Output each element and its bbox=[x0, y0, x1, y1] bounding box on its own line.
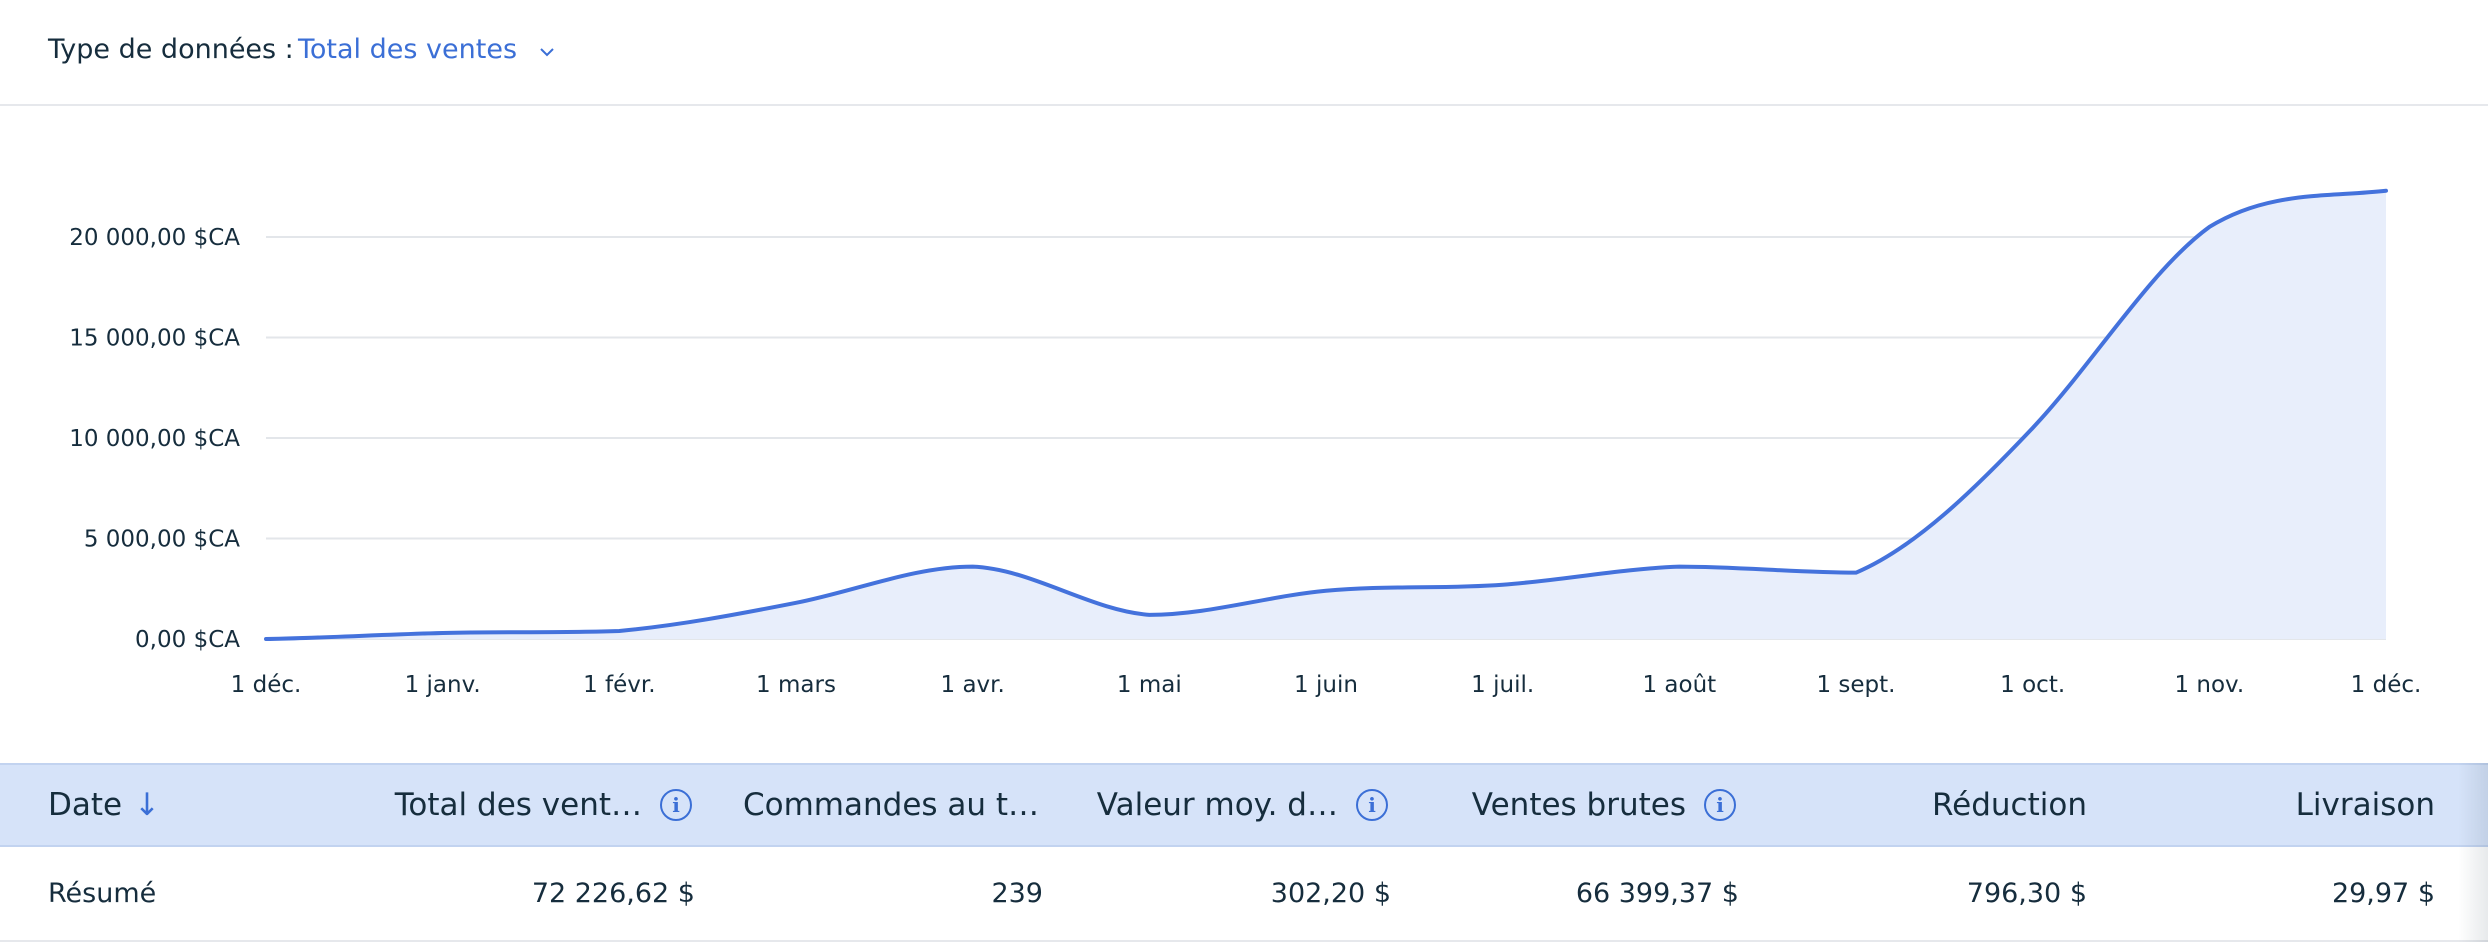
column-label: Total des vent… bbox=[394, 787, 642, 823]
y-tick-label: 15 000,00 $CA bbox=[69, 326, 240, 352]
x-tick-label: 1 juin bbox=[1294, 672, 1358, 698]
table-cell-average-value: 302,20 $ bbox=[1270, 877, 1391, 909]
column-label: Réduction bbox=[1932, 787, 2087, 823]
column-label: Ventes brutes bbox=[1471, 787, 1686, 823]
column-label: Valeur moy. d… bbox=[1096, 787, 1338, 823]
x-tick-label: 1 juil. bbox=[1471, 672, 1534, 698]
table-row-summary: Résumé 72 226,62 $ 239 302,20 $ 66 399,3… bbox=[0, 847, 2488, 942]
scroll-shadow bbox=[2458, 763, 2488, 942]
x-tick-label: 1 nov. bbox=[2174, 672, 2244, 698]
x-tick-label: 1 août bbox=[1642, 672, 1716, 698]
column-header-average-value[interactable]: Valeur moy. d… i bbox=[1060, 765, 1388, 845]
x-tick-label: 1 janv. bbox=[405, 672, 481, 698]
series-area bbox=[266, 190, 2386, 639]
y-tick-label: 0,00 $CA bbox=[135, 627, 240, 653]
x-tick-label: 1 févr. bbox=[583, 672, 655, 698]
chevron-down-icon bbox=[540, 47, 554, 56]
x-tick-label: 1 oct. bbox=[2000, 672, 2065, 698]
x-tick-label: 1 avr. bbox=[941, 672, 1005, 698]
table-cell-gross-sales: 66 399,37 $ bbox=[1575, 877, 1739, 909]
data-type-value: Total des ventes bbox=[298, 34, 518, 65]
table-cell-total-sales: 72 226,62 $ bbox=[531, 877, 695, 909]
table-cell-orders: 239 bbox=[991, 877, 1043, 909]
sales-chart: 0,00 $CA 5 000,00 $CA 10 000,00 $CA 15 000,… bbox=[69, 188, 2422, 698]
y-tick-label: 5 000,00 $CA bbox=[84, 527, 240, 553]
table-cell-date: Résumé bbox=[48, 877, 157, 909]
column-label: Commandes au t… bbox=[743, 787, 1040, 823]
info-icon[interactable]: i bbox=[1356, 789, 1388, 821]
column-label: Livraison bbox=[2295, 787, 2435, 823]
data-type-label: Type de données : bbox=[48, 34, 294, 65]
data-type-dropdown[interactable]: Total des ventes bbox=[298, 34, 555, 65]
data-type-bar: Type de données : Total des ventes bbox=[0, 0, 2488, 106]
column-label: Date bbox=[48, 787, 123, 823]
x-tick-label: 1 déc. bbox=[2351, 672, 2422, 698]
column-header-gross-sales[interactable]: Ventes brutes i bbox=[1420, 765, 1736, 845]
column-header-orders[interactable]: Commandes au t… bbox=[743, 765, 1039, 845]
column-header-date[interactable]: Date ↓ bbox=[48, 765, 160, 845]
info-icon[interactable]: i bbox=[1704, 789, 1736, 821]
x-tick-label: 1 sept. bbox=[1816, 672, 1895, 698]
column-header-shipping[interactable]: Livraison bbox=[2150, 765, 2435, 845]
table-cell-discount: 796,30 $ bbox=[1966, 877, 2087, 909]
x-tick-label: 1 mars bbox=[756, 672, 836, 698]
x-tick-label: 1 mai bbox=[1117, 672, 1182, 698]
column-header-total-sales[interactable]: Total des vent… i bbox=[380, 765, 692, 845]
y-tick-label: 20 000,00 $CA bbox=[69, 225, 240, 251]
column-header-discount[interactable]: Réduction bbox=[1800, 765, 2087, 845]
series-line bbox=[264, 188, 2388, 641]
y-tick-label: 10 000,00 $CA bbox=[69, 426, 240, 452]
arrow-down-icon[interactable]: ↓ bbox=[134, 787, 161, 823]
table-header: Date ↓ Total des vent… i Commandes au t…… bbox=[0, 763, 2488, 847]
table-cell-shipping: 29,97 $ bbox=[2331, 877, 2435, 909]
x-tick-label: 1 déc. bbox=[231, 672, 302, 698]
info-icon[interactable]: i bbox=[660, 789, 692, 821]
